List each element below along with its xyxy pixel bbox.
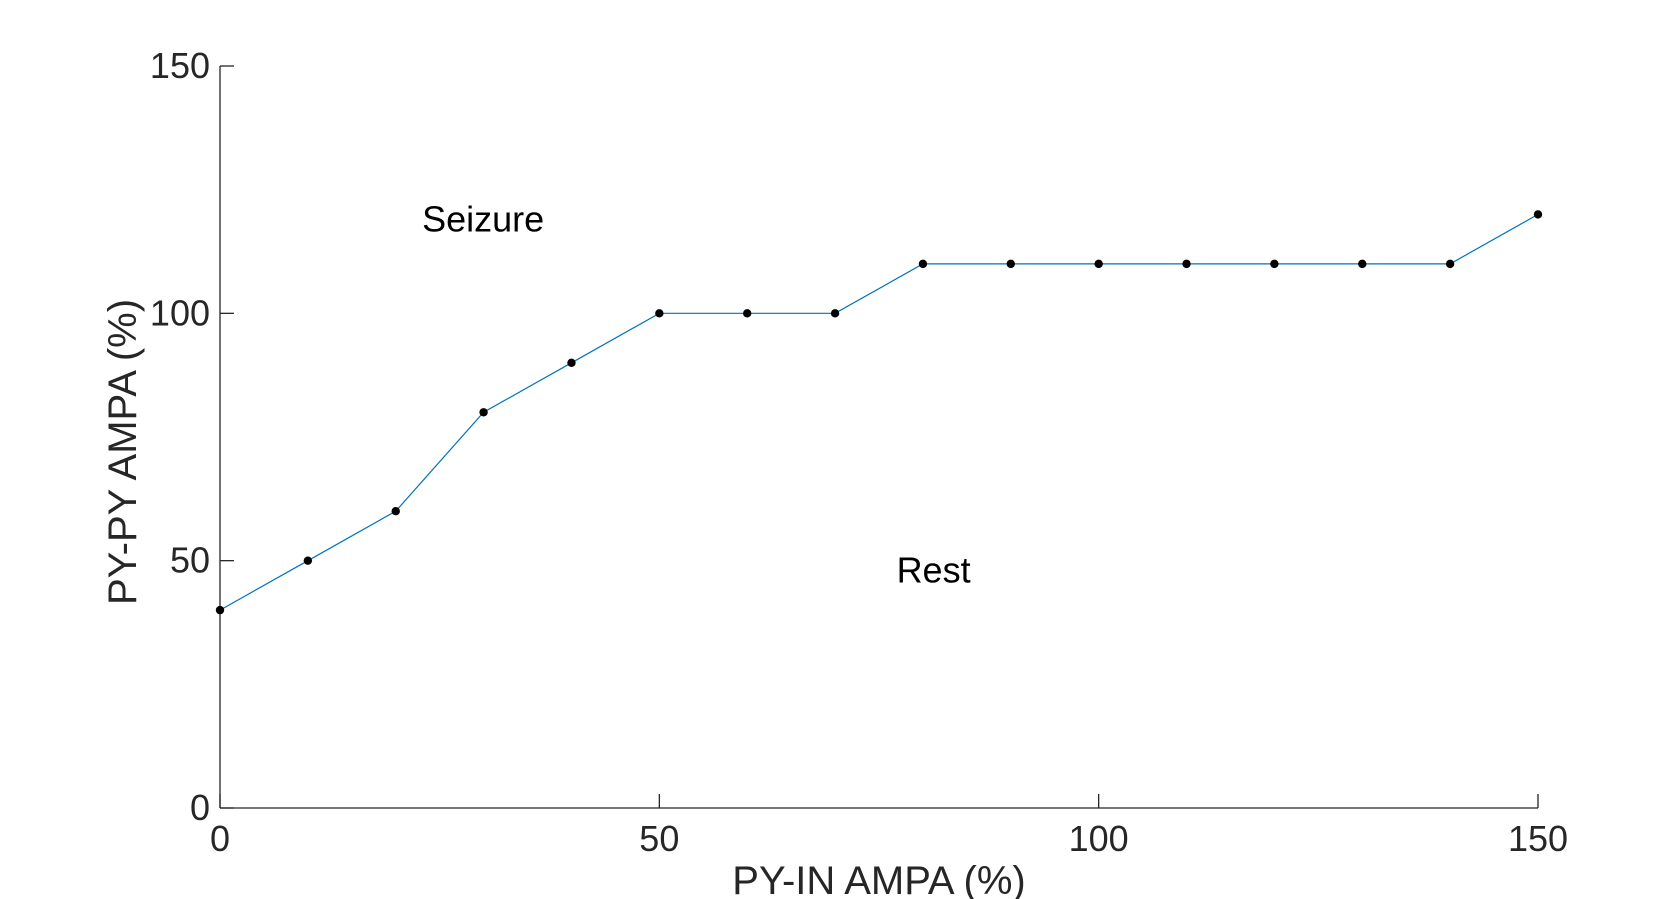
- x-tick-label: 100: [1069, 818, 1129, 859]
- y-tick-label: 50: [170, 540, 210, 581]
- data-point: [1270, 259, 1279, 269]
- y-tick-label: 150: [150, 45, 210, 86]
- data-point: [830, 309, 840, 318]
- data-point: [1358, 259, 1367, 269]
- boundary-line: [219, 213, 1539, 611]
- data-point: [303, 556, 313, 565]
- data-point: [918, 259, 928, 269]
- data-point: [391, 507, 400, 516]
- x-ticks: 0 50 100 150: [210, 794, 1568, 859]
- data-point: [567, 358, 576, 367]
- axes: 0 50 100 150 0 50 100 150: [150, 45, 1568, 859]
- region-label-rest: Rest: [897, 550, 971, 591]
- data-point: [1094, 259, 1103, 269]
- region-label-seizure: Seizure: [422, 198, 544, 239]
- y-tick-label: 100: [150, 292, 210, 333]
- annotations: Seizure Rest: [422, 198, 971, 590]
- data-point: [215, 605, 225, 615]
- data-point: [1006, 259, 1015, 269]
- boundary-markers: [215, 210, 1543, 615]
- y-axis-label: PY-PY AMPA (%): [101, 299, 145, 605]
- data-point: [655, 309, 664, 318]
- x-tick-label: 50: [639, 818, 679, 859]
- data-point: [479, 408, 488, 417]
- data-point: [1445, 259, 1455, 269]
- x-axis-label: PY-IN AMPA (%): [732, 859, 1025, 899]
- data-point: [1182, 259, 1191, 269]
- plot-area: [215, 210, 1543, 615]
- data-point: [1533, 210, 1543, 219]
- data-point: [743, 309, 752, 318]
- y-ticks: 0 50 100 150: [150, 45, 234, 828]
- x-tick-label: 150: [1508, 818, 1568, 859]
- y-tick-label: 0: [190, 787, 210, 828]
- x-tick-label: 0: [210, 818, 230, 859]
